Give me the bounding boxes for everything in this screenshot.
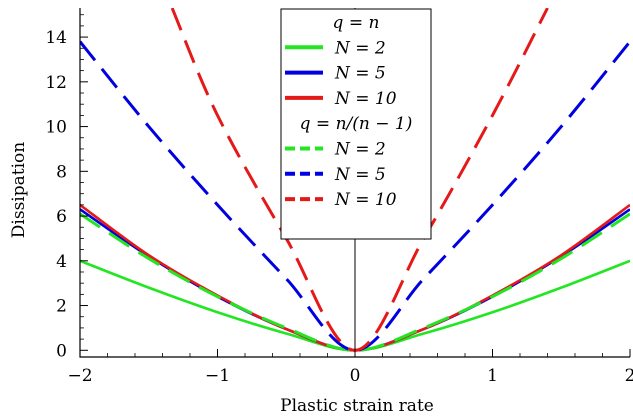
- y-tick-label: 4: [56, 252, 67, 272]
- y-tick-label: 10: [45, 118, 67, 138]
- legend-entry-label: N = 5: [334, 64, 386, 84]
- legend-entry-label: N = 10: [334, 190, 397, 210]
- legend: q = n N = 2 N = 5 N = 10 q = n/(n − 1) N = 2 N…: [280, 8, 432, 240]
- x-tick-label: 1: [487, 366, 498, 386]
- y-tick-label: 8: [56, 162, 67, 182]
- legend-group-heading: q = n/(n − 1): [300, 114, 413, 134]
- x-tick-label: 0: [350, 366, 361, 386]
- legend-entry-label: N = 2: [334, 140, 386, 160]
- x-tick-label: −1: [205, 366, 230, 386]
- y-tick-label: 12: [45, 73, 67, 93]
- y-tick-label: 14: [45, 28, 67, 48]
- legend-entry-label: N = 5: [334, 165, 386, 185]
- x-tick-label: −2: [67, 366, 92, 386]
- y-tick-label: 0: [56, 341, 67, 361]
- legend-entry-label: N = 10: [334, 89, 397, 109]
- y-axis-title: Dissipation: [9, 142, 29, 238]
- x-axis-title: Plastic strain rate: [280, 396, 434, 416]
- y-tick-label: 2: [56, 297, 67, 317]
- legend-entry-label: N = 2: [334, 38, 386, 58]
- legend-group-heading: q = n: [333, 13, 380, 33]
- series-line-dashed-n5: [80, 40, 630, 352]
- y-tick-label: 6: [56, 207, 67, 227]
- x-tick-label: 2: [625, 366, 633, 386]
